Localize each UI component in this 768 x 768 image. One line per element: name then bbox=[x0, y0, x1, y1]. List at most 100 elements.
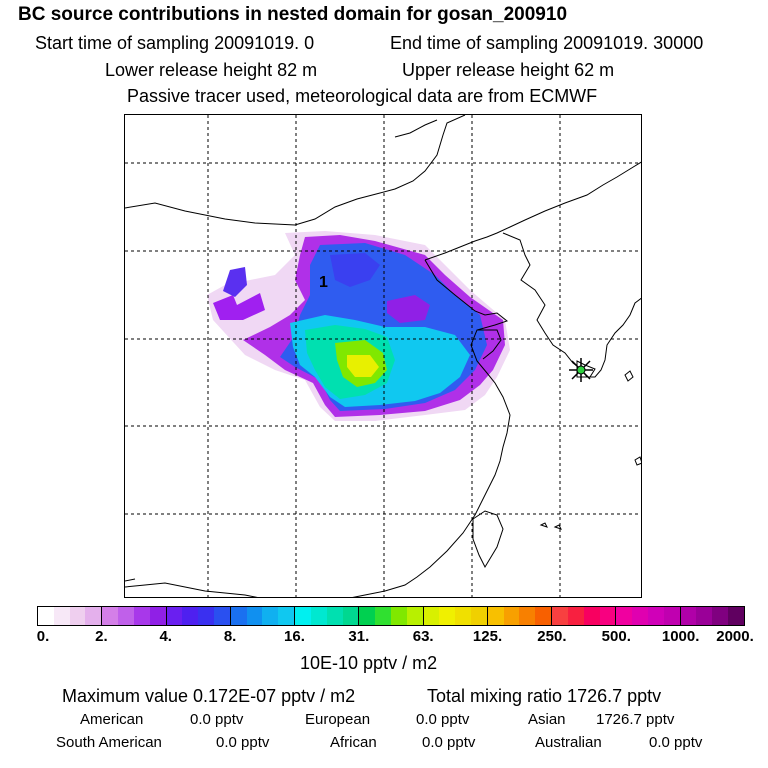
colorbar-tick-label: 63. bbox=[412, 628, 434, 645]
colorbar-segment bbox=[423, 607, 488, 625]
colorbar-swatch bbox=[680, 607, 697, 625]
lower-release-label: Lower release height 82 m bbox=[105, 60, 318, 80]
colorbar bbox=[37, 606, 745, 626]
map-panel: 1 bbox=[124, 114, 642, 598]
plume-contours bbox=[207, 231, 510, 421]
colorbar-segment bbox=[38, 607, 103, 625]
colorbar-tick-label: 250. bbox=[537, 628, 567, 645]
colorbar-segment bbox=[359, 607, 424, 625]
plume-purple-patch bbox=[387, 295, 430, 323]
colorbar-tick-label: 4. bbox=[159, 628, 172, 645]
colorbar-swatch bbox=[632, 607, 649, 625]
region-value-african: 0.0 pptv bbox=[422, 734, 476, 751]
colorbar-tick-label: 16. bbox=[284, 628, 305, 645]
colorbar-tick-label: 500. bbox=[601, 628, 631, 645]
colorbar-tick-label: 0. bbox=[36, 628, 50, 645]
source-marker-label: 1 bbox=[319, 274, 328, 291]
colorbar-segment bbox=[295, 607, 360, 625]
colorbar-swatch bbox=[102, 607, 119, 625]
start-time-label: Start time of sampling 20091019. 0 bbox=[35, 33, 315, 53]
region-value-south-american: 0.0 pptv bbox=[216, 734, 270, 751]
colorbar-swatch bbox=[118, 607, 134, 625]
colorbar-swatch bbox=[712, 607, 729, 625]
colorbar-swatch bbox=[295, 607, 311, 625]
colorbar-swatch bbox=[728, 607, 744, 625]
colorbar-segment bbox=[487, 607, 553, 625]
colorbar-swatch bbox=[406, 607, 423, 625]
plume-purple-west bbox=[213, 293, 265, 320]
colorbar-swatch bbox=[375, 607, 391, 625]
colorbar-swatch bbox=[230, 607, 247, 625]
tracer-note: Passive tracer used, meteorological data… bbox=[127, 86, 598, 106]
colorbar-segment bbox=[616, 607, 681, 625]
colorbar-swatch bbox=[198, 607, 214, 625]
colorbar-segment bbox=[680, 607, 744, 625]
colorbar-segment bbox=[552, 607, 617, 625]
colorbar-swatch bbox=[213, 607, 230, 625]
colorbar-swatch bbox=[439, 607, 456, 625]
colorbar-swatch bbox=[599, 607, 616, 625]
colorbar-swatch bbox=[149, 607, 166, 625]
colorbar-swatch bbox=[85, 607, 102, 625]
colorbar-swatch bbox=[342, 607, 359, 625]
colorbar-swatch bbox=[471, 607, 487, 625]
region-value-asian: 1726.7 pptv bbox=[596, 711, 675, 728]
colorbar-swatch bbox=[262, 607, 279, 625]
plot-title: BC source contributions in nested domain… bbox=[18, 4, 568, 25]
colorbar-swatch bbox=[663, 607, 680, 625]
colorbar-swatch bbox=[583, 607, 600, 625]
colorbar-tick-label: 31. bbox=[348, 628, 370, 645]
colorbar-swatch bbox=[519, 607, 536, 625]
plume-blue-patch-north bbox=[330, 253, 380, 287]
end-time-label: End time of sampling 20091019. 30000 bbox=[390, 33, 704, 53]
colorbar-swatch bbox=[390, 607, 407, 625]
colorbar-segment bbox=[166, 607, 231, 625]
colorbar-swatch bbox=[359, 607, 376, 625]
colorbar-swatch bbox=[423, 607, 440, 625]
plume-blue-west bbox=[223, 267, 247, 297]
map-canvas: 1 bbox=[125, 115, 641, 597]
colorbar-swatch bbox=[278, 607, 295, 625]
plume-yellow bbox=[347, 355, 379, 377]
colorbar-tick-label: 2. bbox=[95, 628, 108, 645]
colorbar-swatch bbox=[53, 607, 70, 625]
colorbar-swatch bbox=[69, 607, 86, 625]
max-value-label: Maximum value 0.172E-07 pptv / m2 bbox=[62, 686, 356, 706]
colorbar-swatch bbox=[552, 607, 568, 625]
region-name-asian: Asian bbox=[528, 711, 566, 728]
colorbar-tick-label: 125. bbox=[472, 628, 503, 645]
region-value-european: 0.0 pptv bbox=[416, 711, 470, 728]
colorbar-swatch bbox=[535, 607, 552, 625]
colorbar-units: 10E-10 pptv / m2 bbox=[300, 653, 438, 673]
colorbar-swatch bbox=[616, 607, 633, 625]
star-icon bbox=[569, 358, 593, 382]
region-name-american: American bbox=[80, 711, 144, 728]
colorbar-swatch bbox=[455, 607, 472, 625]
colorbar-swatch bbox=[133, 607, 150, 625]
graticule bbox=[125, 115, 641, 597]
region-name-european: European bbox=[305, 711, 371, 728]
colorbar-swatch bbox=[246, 607, 263, 625]
total-mixing-label: Total mixing ratio 1726.7 pptv bbox=[427, 686, 662, 706]
region-name-australian: Australian bbox=[535, 734, 602, 751]
region-name-south-american: South American bbox=[56, 734, 162, 751]
colorbar-segment bbox=[230, 607, 296, 625]
colorbar-tick-label: 2000. bbox=[716, 628, 754, 645]
region-value-american: 0.0 pptv bbox=[190, 711, 244, 728]
colorbar-tick-label: 1000. bbox=[661, 628, 700, 645]
colorbar-swatch bbox=[696, 607, 713, 625]
colorbar-swatch bbox=[310, 607, 327, 625]
colorbar-swatch bbox=[182, 607, 199, 625]
region-value-australian: 0.0 pptv bbox=[649, 734, 703, 751]
upper-release-label: Upper release height 62 m bbox=[402, 60, 615, 80]
colorbar-swatch bbox=[567, 607, 584, 625]
colorbar-segment bbox=[102, 607, 167, 625]
colorbar-swatch bbox=[648, 607, 664, 625]
colorbar-tick-label: 8. bbox=[223, 628, 237, 645]
region-name-african: African bbox=[330, 734, 377, 751]
colorbar-swatch bbox=[166, 607, 183, 625]
colorbar-swatch bbox=[38, 607, 54, 625]
colorbar-swatch bbox=[503, 607, 520, 625]
colorbar-swatch bbox=[487, 607, 504, 625]
colorbar-swatch bbox=[326, 607, 343, 625]
